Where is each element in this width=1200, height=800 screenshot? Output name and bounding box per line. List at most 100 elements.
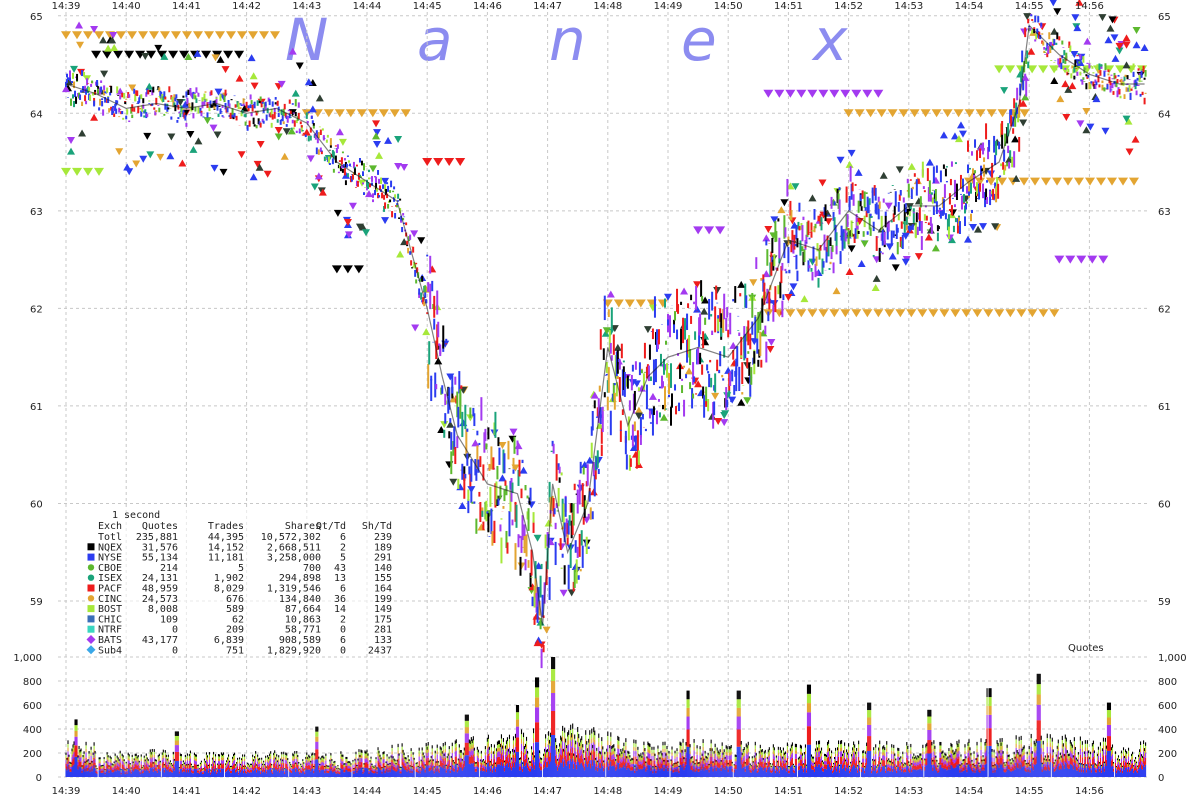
quote-marker xyxy=(659,413,668,421)
quote-marker xyxy=(737,398,746,406)
quote-marker xyxy=(214,88,223,96)
quote-marker xyxy=(1019,109,1030,118)
quote-marker xyxy=(365,190,374,198)
quote-marker xyxy=(215,31,225,40)
quote-marker xyxy=(1030,177,1040,186)
quote-marker xyxy=(255,163,264,171)
quote-marker xyxy=(270,31,280,40)
quote-marker xyxy=(310,183,319,191)
quote-marker xyxy=(693,281,702,289)
quote-marker xyxy=(348,202,357,210)
quote-marker xyxy=(872,274,881,282)
quote-marker xyxy=(203,117,212,125)
quote-marker xyxy=(335,128,344,136)
quote-marker xyxy=(1074,177,1084,186)
watermark-letter: x xyxy=(811,6,848,74)
quote-marker xyxy=(737,280,746,288)
quote-marker xyxy=(181,100,190,108)
quote-marker xyxy=(70,65,79,73)
quote-marker xyxy=(1106,24,1115,32)
quote-marker xyxy=(143,132,152,140)
quote-marker xyxy=(116,87,125,95)
quote-marker xyxy=(250,82,259,90)
quote-marker xyxy=(533,534,542,542)
quote-marker xyxy=(182,31,192,40)
quote-marker xyxy=(179,50,190,59)
quote-marker xyxy=(693,305,702,313)
quote-marker xyxy=(851,89,862,98)
quote-marker xyxy=(146,151,155,159)
quote-marker xyxy=(361,229,370,237)
quote-marker xyxy=(891,264,900,272)
quote-marker xyxy=(171,31,181,40)
quote-marker xyxy=(62,85,70,93)
quote-marker xyxy=(1021,73,1030,81)
quote-marker xyxy=(410,230,419,238)
quote-marker xyxy=(67,136,76,144)
quote-marker xyxy=(280,152,289,160)
quote-marker xyxy=(256,141,265,149)
quote-marker xyxy=(840,89,851,98)
quote-marker xyxy=(65,78,74,86)
quote-marker xyxy=(333,209,342,217)
quote-marker xyxy=(1011,135,1020,143)
quote-marker xyxy=(373,141,382,149)
quote-marker xyxy=(1122,115,1131,123)
quote-marker xyxy=(829,309,840,318)
quote-marker xyxy=(323,109,334,118)
quote-marker xyxy=(953,109,964,118)
quote-marker xyxy=(1050,77,1059,85)
quote-marker xyxy=(1118,177,1128,186)
quote-marker xyxy=(1027,309,1038,318)
quote-marker xyxy=(1101,127,1110,135)
quote-marker xyxy=(905,203,914,211)
quote-marker xyxy=(378,109,389,118)
quote-marker xyxy=(876,109,887,118)
quote-marker xyxy=(184,52,193,60)
quote-marker xyxy=(818,179,827,187)
quote-marker xyxy=(91,50,102,59)
quote-marker xyxy=(845,267,854,275)
quote-marker xyxy=(1056,95,1065,103)
quote-marker xyxy=(1098,14,1107,22)
quote-marker xyxy=(629,444,638,452)
quote-marker xyxy=(353,265,364,274)
quote-marker xyxy=(277,80,286,88)
quote-marker xyxy=(643,326,652,334)
quote-marker xyxy=(135,50,146,59)
quote-marker xyxy=(381,217,390,225)
quote-marker xyxy=(78,129,87,137)
quote-marker xyxy=(1012,174,1021,182)
quote-marker xyxy=(986,177,996,186)
quote-marker xyxy=(818,309,829,318)
quote-marker xyxy=(602,327,611,335)
quote-marker xyxy=(720,419,729,427)
quote-marker xyxy=(1005,65,1016,74)
quote-marker xyxy=(1076,120,1085,128)
quote-marker xyxy=(237,151,246,159)
quote-marker xyxy=(342,265,353,274)
quote-marker xyxy=(873,309,884,318)
quote-marker xyxy=(907,162,916,170)
quote-marker xyxy=(1049,309,1060,318)
quote-marker xyxy=(331,265,342,274)
quote-marker xyxy=(991,223,1000,231)
quote-marker xyxy=(394,162,403,170)
quote-marker xyxy=(961,309,972,318)
quote-marker xyxy=(777,206,786,214)
quote-marker xyxy=(784,294,793,302)
quote-marker xyxy=(1029,28,1038,36)
quote-marker xyxy=(1110,34,1119,42)
quote-marker xyxy=(920,109,931,118)
quote-marker xyxy=(680,287,689,295)
quote-marker xyxy=(983,309,994,318)
quote-marker xyxy=(800,295,809,303)
quote-marker xyxy=(132,160,141,168)
quote-marker xyxy=(138,31,148,40)
quote-marker xyxy=(1122,61,1131,69)
quote-marker xyxy=(373,129,382,137)
quote-marker xyxy=(1027,47,1036,55)
quote-marker xyxy=(437,425,446,433)
quote-marker xyxy=(509,428,518,436)
quote-marker xyxy=(369,165,378,173)
